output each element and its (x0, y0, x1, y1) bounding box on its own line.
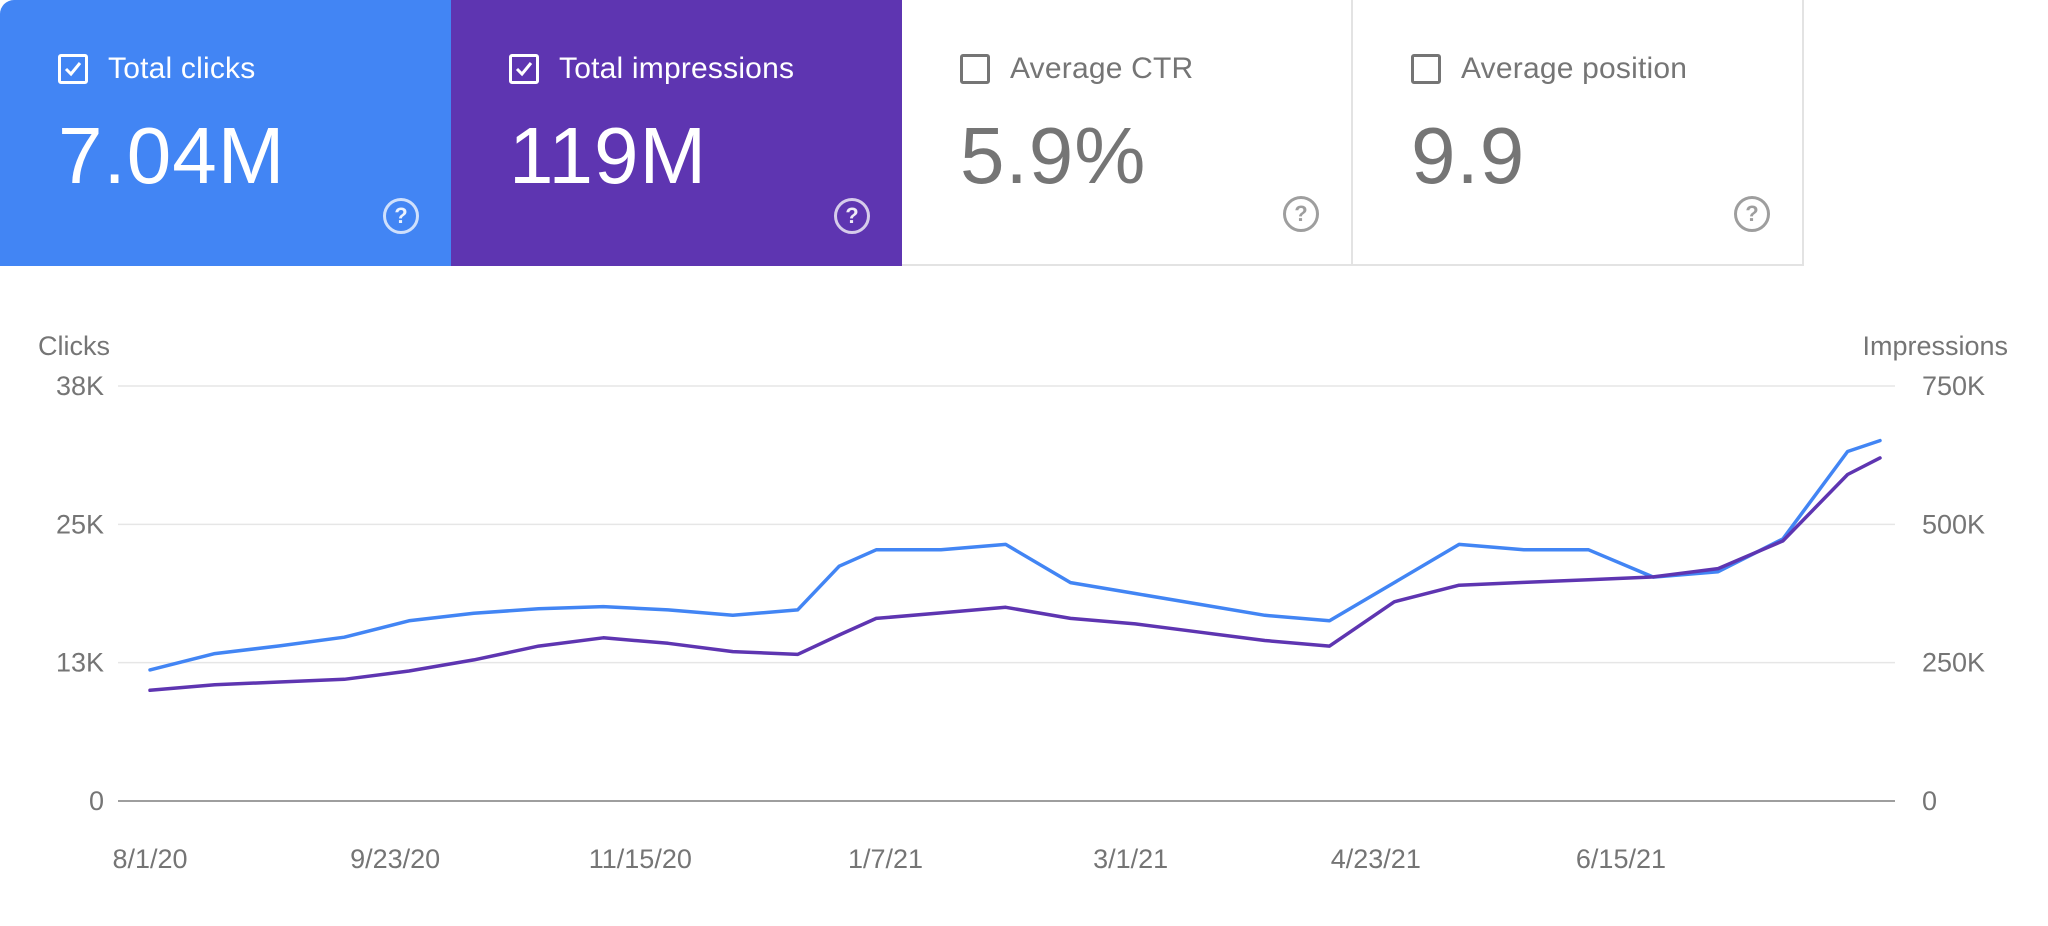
right-axis-tick-label: 250K (1922, 648, 1985, 678)
total-impressions-card[interactable]: Total impressions 119M ? (451, 0, 902, 266)
help-icon[interactable]: ? (834, 198, 870, 234)
right-axis-ticks: 0 250K 500K 750K (1922, 371, 1985, 816)
right-axis-tick-label: 750K (1922, 371, 1985, 401)
metric-cards: Total clicks 7.04M ? Total impressions 1… (0, 0, 1805, 266)
average-ctr-card[interactable]: Average CTR 5.9% ? (902, 0, 1353, 266)
left-axis-label: Clicks (38, 331, 110, 361)
x-axis-ticks: 8/1/20 9/23/20 11/15/20 1/7/21 3/1/21 4/23/21… (112, 844, 1666, 874)
checkbox-unchecked-icon[interactable] (1411, 54, 1441, 84)
x-axis-tick-label: 1/7/21 (848, 844, 923, 874)
x-axis-tick-label: 4/23/21 (1331, 844, 1421, 874)
left-axis-tick-label: 13K (56, 648, 104, 678)
right-axis-tick-label: 0 (1922, 786, 1937, 816)
metric-value: 5.9% (960, 111, 1147, 200)
right-axis-label: Impressions (1862, 331, 2008, 361)
x-axis-tick-label: 3/1/21 (1093, 844, 1168, 874)
left-axis-tick-label: 38K (56, 371, 104, 401)
help-icon[interactable]: ? (1283, 196, 1319, 232)
grid-lines (118, 385, 1895, 802)
metric-label: Total impressions (559, 52, 795, 85)
performance-chart: Clicks Impressions 0 13K 25K 38K 0 250K 500K 7… (38, 331, 2008, 874)
total-clicks-card[interactable]: Total clicks 7.04M ? (0, 0, 451, 266)
help-icon[interactable]: ? (383, 198, 419, 234)
checkbox-checked-icon[interactable] (58, 54, 88, 84)
impressions-series-line (148, 456, 1882, 693)
checkbox-unchecked-icon[interactable] (960, 54, 990, 84)
right-axis-tick-label: 500K (1922, 509, 1985, 539)
metric-label: Total clicks (108, 52, 256, 85)
metric-value: 119M (509, 111, 708, 200)
metric-value: 7.04M (58, 111, 286, 200)
help-icon[interactable]: ? (1734, 196, 1770, 232)
average-position-card[interactable]: Average position 9.9 ? (1353, 0, 1804, 266)
chart-series (148, 438, 1882, 693)
x-axis-tick-label: 11/15/20 (589, 844, 692, 874)
left-axis-tick-label: 0 (89, 786, 104, 816)
x-axis-tick-label: 9/23/20 (350, 844, 440, 874)
left-axis-tick-label: 25K (56, 509, 104, 539)
metric-label: Average CTR (1010, 52, 1194, 85)
metric-value: 9.9 (1411, 111, 1526, 200)
x-axis-tick-label: 6/15/21 (1576, 844, 1666, 874)
left-axis-ticks: 0 13K 25K 38K (56, 371, 104, 816)
clicks-series-line (148, 438, 1882, 672)
metric-label: Average position (1461, 52, 1688, 85)
x-axis-tick-label: 8/1/20 (112, 844, 187, 874)
checkbox-checked-icon[interactable] (509, 54, 539, 84)
